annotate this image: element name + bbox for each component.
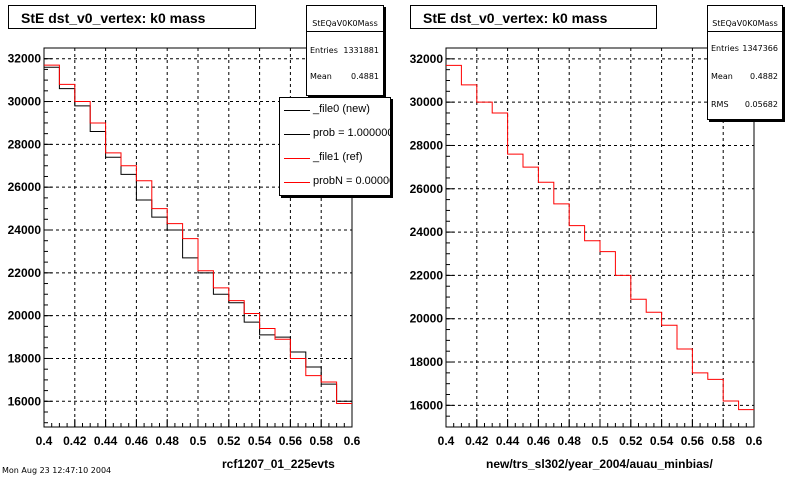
right-x-tick-label: 0.52: [619, 434, 643, 448]
left-y-tick-label: 32000: [8, 52, 42, 66]
left-y-tick-label: 30000: [8, 95, 42, 109]
left-y-tick-label: 26000: [8, 180, 42, 194]
timestamp-footer: Mon Aug 23 12:47:10 2004: [2, 466, 112, 475]
right-series-0-step: [446, 64, 754, 411]
left-x-tick-label: 0.54: [248, 434, 272, 448]
right-y-tick-label: 28000: [410, 138, 444, 152]
right-stats-name: StEQaV0K0Mass: [708, 6, 782, 32]
right-y-tick-label: 30000: [410, 95, 444, 109]
legend-swatch-file0: [284, 110, 310, 111]
left-x-axis-caption: rcf1207_01_225evts: [222, 457, 335, 471]
left-y-tick-label: 22000: [8, 266, 42, 280]
left-x-tick-label: 0.52: [217, 434, 241, 448]
left-x-tick-label: 0.44: [94, 434, 118, 448]
right-plot-frame: [445, 47, 755, 428]
right-y-tick-label: 26000: [410, 182, 444, 196]
right-y-tick-label: 24000: [410, 225, 444, 239]
right-x-tick-label: 0.54: [650, 434, 674, 448]
legend-swatch-file1: [284, 158, 310, 159]
right-y-tick-label: 16000: [410, 398, 444, 412]
right-x-tick-label: 0.58: [712, 434, 736, 448]
right-x-tick-label: 0.4: [438, 434, 455, 448]
left-y-tick-label: 28000: [8, 137, 42, 151]
right-x-tick-label: 0.46: [527, 434, 551, 448]
legend-swatch-probn: [284, 182, 310, 183]
left-stats-mean: Mean 0.4881: [310, 72, 379, 81]
right-x-tick-label: 0.5: [592, 434, 609, 448]
left-stats-entries: Entries 1331881: [310, 46, 379, 55]
right-y-tick-label: 22000: [410, 268, 444, 282]
left-x-tick-label: 0.5: [190, 434, 207, 448]
left-y-tick-label: 16000: [8, 394, 42, 408]
right-x-tick-label: 0.42: [465, 434, 489, 448]
left-x-tick-label: 0.56: [279, 434, 303, 448]
left-x-tick-label: 0.48: [156, 434, 180, 448]
left-y-tick-label: 20000: [8, 309, 42, 323]
right-y-tick-label: 20000: [410, 312, 444, 326]
right-y-tick-label: 32000: [410, 52, 444, 66]
right-x-tick-label: 0.6: [746, 434, 763, 448]
left-x-tick-label: 0.4: [36, 434, 53, 448]
right-stats-entries: Entries 1347366: [711, 44, 778, 53]
right-stats-box: StEQaV0K0Mass Entries 1347366 Mean 0.488…: [707, 5, 783, 120]
left-y-tick-label: 24000: [8, 223, 42, 237]
left-legend: _file0 (new) prob = 1.000000 _file1 (ref…: [279, 97, 391, 196]
left-series-1-step: [44, 64, 352, 404]
right-x-axis-caption: new/trs_sl302/year_2004/auau_minbias/: [486, 457, 713, 471]
left-x-tick-label: 0.42: [63, 434, 87, 448]
left-x-tick-label: 0.6: [344, 434, 361, 448]
right-x-tick-label: 0.56: [681, 434, 705, 448]
right-y-tick-label: 18000: [410, 355, 444, 369]
legend-swatch-prob: [284, 134, 310, 135]
right-x-tick-label: 0.44: [496, 434, 520, 448]
right-stats-mean: Mean 0.4882: [711, 72, 778, 81]
right-x-tick-label: 0.48: [558, 434, 582, 448]
left-x-tick-label: 0.46: [125, 434, 149, 448]
left-stats-box: StEQaV0K0Mass Entries 1331881 Mean 0.488…: [306, 5, 384, 96]
right-stats-rms: RMS 0.05682: [711, 100, 778, 109]
left-y-tick-label: 18000: [8, 351, 42, 365]
left-plot-frame: [43, 47, 353, 428]
right-plot-title: StE dst_v0_vertex: k0 mass: [410, 5, 657, 29]
left-plot-title: StE dst_v0_vertex: k0 mass: [8, 5, 256, 29]
left-stats-name: StEQaV0K0Mass: [307, 6, 383, 32]
left-x-tick-label: 0.58: [310, 434, 334, 448]
